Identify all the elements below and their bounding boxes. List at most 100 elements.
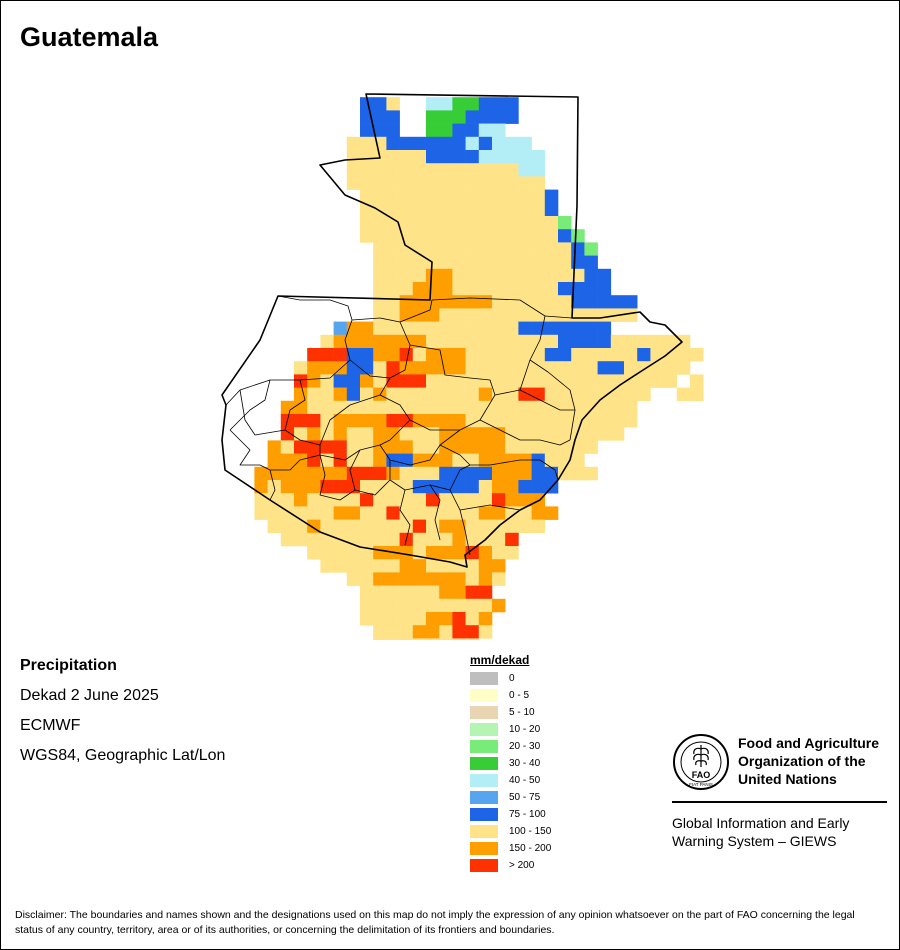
legend-label: 40 - 50: [509, 775, 541, 786]
grid-cell: [571, 466, 585, 481]
grid-cell: [478, 321, 493, 336]
grid-cell: [465, 638, 480, 640]
grid-cell: [465, 242, 480, 256]
grid-cell: [412, 321, 427, 336]
grid-cell: [531, 189, 546, 204]
grid-cell: [690, 348, 704, 362]
grid-cell: [465, 202, 480, 217]
grid-cell: [478, 387, 493, 402]
grid-cell: [558, 229, 572, 243]
grid-cell: [492, 427, 506, 441]
grid-cell: [386, 268, 400, 283]
grid-cell: [412, 585, 427, 600]
grid-cell: [584, 282, 598, 296]
grid-cell: [505, 97, 519, 111]
grid-cell: [452, 480, 466, 494]
grid-cell: [373, 189, 387, 204]
grid-cell: [597, 374, 612, 388]
grid-cell: [571, 387, 585, 402]
grid-cell: [360, 612, 374, 626]
grid-cell: [426, 414, 440, 428]
grid-cell: [267, 466, 282, 481]
grid-cell: [544, 506, 559, 520]
grid-cell: [478, 216, 493, 230]
grid-cell: [465, 400, 480, 415]
grid-cell: [478, 282, 493, 296]
grid-cell: [492, 163, 506, 177]
grid-cell: [518, 216, 532, 230]
grid-cell: [346, 559, 361, 573]
grid-cell: [676, 348, 691, 362]
grid-cell: [439, 268, 453, 283]
grid-cell: [386, 480, 400, 494]
grid-cell: [267, 493, 282, 507]
grid-cell: [307, 440, 321, 454]
grid-cell: [544, 295, 559, 309]
grid-cell: [307, 546, 321, 560]
grid-cell: [558, 414, 572, 428]
projection-label: WGS84, Geographic Lat/Lon: [20, 747, 226, 764]
grid-cell: [439, 255, 453, 270]
grid-cell: [373, 176, 387, 190]
grid-cell: [518, 229, 532, 243]
grid-cell: [505, 466, 519, 481]
grid-cell: [690, 374, 704, 388]
grid-cell: [412, 150, 427, 164]
grid-cell: [624, 334, 638, 349]
grid-cell: [412, 440, 427, 454]
grid-cell: [412, 625, 427, 639]
grid-cell: [386, 216, 400, 230]
legend-label: 30 - 40: [509, 758, 541, 769]
grid-cell: [346, 136, 361, 151]
grid-cell: [531, 176, 546, 190]
grid-cell: [412, 163, 427, 177]
grid-cell: [439, 598, 453, 613]
grid-cell: [558, 466, 572, 481]
grid-cell: [465, 163, 480, 177]
grid-cell: [333, 506, 348, 520]
grid-cell: [505, 546, 519, 560]
grid-cell: [478, 123, 493, 138]
grid-cell: [426, 308, 440, 322]
grid-cell: [505, 242, 519, 256]
grid-cell: [307, 400, 321, 415]
grid-cell: [439, 374, 453, 388]
grid-cell: [571, 295, 585, 309]
grid-cell: [610, 387, 625, 402]
grid-cell: [478, 585, 493, 600]
grid-cell: [399, 400, 414, 415]
grid-cell: [412, 414, 427, 428]
grid-cell: [505, 414, 519, 428]
grid-cell: [333, 559, 348, 573]
grid-cell: [650, 361, 664, 375]
grid-cell: [399, 519, 414, 534]
svg-text:FAO: FAO: [692, 770, 711, 780]
grid-cell: [412, 216, 427, 230]
grid-cell: [373, 110, 387, 124]
grid-cell: [465, 427, 480, 441]
grid-cell: [505, 268, 519, 283]
grid-cell: [584, 334, 598, 349]
grid-cell: [492, 348, 506, 362]
grid-cell: [505, 453, 519, 468]
grid-cell: [518, 519, 532, 534]
legend-swatch: [470, 672, 498, 685]
grid-cell: [373, 334, 387, 349]
grid-cell: [373, 242, 387, 256]
grid-cell: [360, 150, 374, 164]
grid-cell: [373, 572, 387, 586]
grid-cell: [360, 216, 374, 230]
legend-label: > 200: [509, 860, 535, 871]
grid-cell: [439, 440, 453, 454]
grid-cell: [465, 559, 480, 573]
grid-cell: [610, 414, 625, 428]
grid-cell: [412, 229, 427, 243]
grid-cell: [412, 400, 427, 415]
grid-cell: [478, 189, 493, 204]
grid-cell: [426, 110, 440, 124]
grid-cell: [584, 414, 598, 428]
grid-cell: [254, 480, 268, 494]
grid-cell: [571, 348, 585, 362]
grid-cell: [465, 123, 480, 138]
grid-cell: [426, 572, 440, 586]
